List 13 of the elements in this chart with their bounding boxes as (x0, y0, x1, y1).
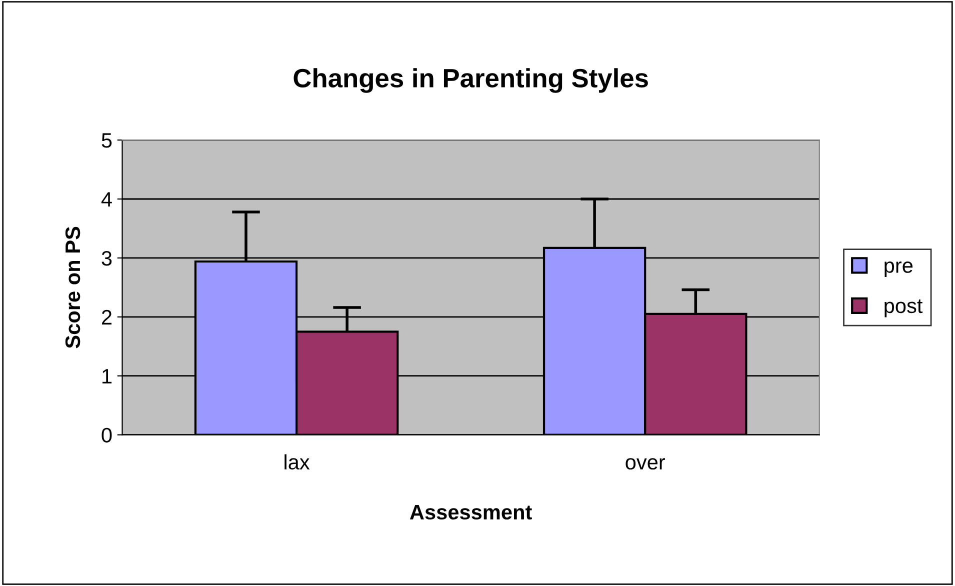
y-tick-label: 0 (102, 428, 112, 443)
y-tick-label: 1 (102, 369, 112, 384)
x-tick-label: over (626, 458, 666, 470)
x-axis-title: Assessment (410, 505, 532, 520)
legend-label: pre (884, 261, 913, 278)
y-tick-label: 2 (102, 310, 112, 324)
chart-title: Changes in Parenting Styles (294, 68, 648, 93)
y-tick-label: 5 (102, 133, 112, 148)
y-tick-label: 4 (101, 192, 112, 207)
y-tick-label: 3 (102, 250, 112, 266)
x-tick-label: lax (284, 454, 310, 470)
legend-label: post (884, 299, 923, 318)
y-axis-title: Score on PS (65, 226, 80, 348)
